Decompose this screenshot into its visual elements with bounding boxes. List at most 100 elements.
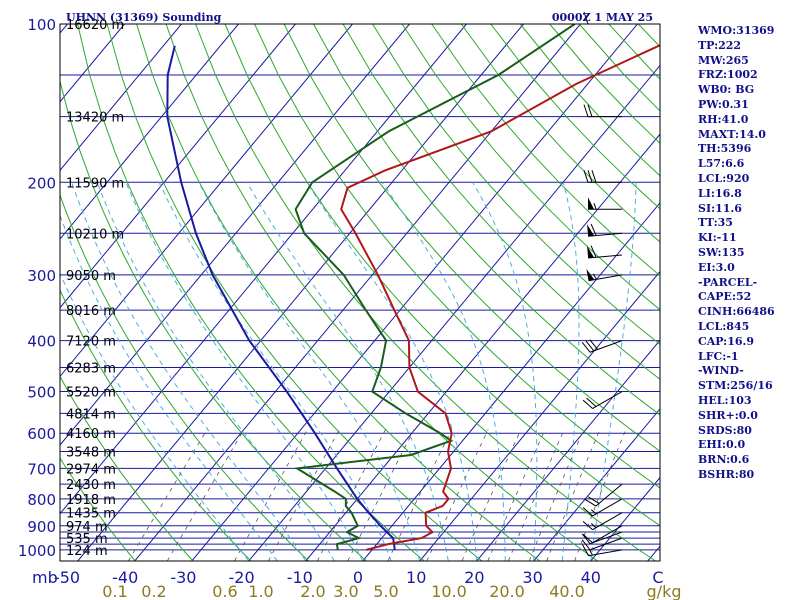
- wind-barb: [581, 537, 623, 551]
- wind-barb-feather: [584, 498, 597, 507]
- dry-adiabat-line: [60, 457, 136, 561]
- isotherm-line: [191, 24, 638, 561]
- mixing-ratio-tick-label: 1.0: [248, 582, 273, 600]
- isotherm-line: [419, 270, 660, 561]
- index-item: WMO:31369: [698, 24, 775, 37]
- wind-barb-feather: [589, 339, 598, 350]
- dry-adiabat-line: [313, 24, 660, 416]
- mixing-ratio-tick-label: 3.0: [333, 582, 358, 600]
- wind-barb-staff: [589, 340, 623, 353]
- wind-barb-feather: [582, 399, 593, 409]
- wind-barb-staff: [595, 483, 623, 507]
- pressure-axis-unit: mb: [32, 568, 58, 587]
- index-item: BRN:0.6: [698, 453, 750, 467]
- pressure-tick-label: 200: [27, 174, 56, 192]
- temperature-tick-label: 20: [464, 568, 484, 587]
- dry-adiabat-line: [106, 24, 483, 561]
- isotherm-line: [248, 64, 660, 561]
- wind-barb-staff: [592, 498, 623, 517]
- height-label: 2430 m: [66, 478, 116, 493]
- wind-barb-feather: [583, 11, 589, 25]
- height-label: 535 m: [66, 532, 108, 547]
- isotherm-line: [60, 24, 68, 34]
- index-item: HEL:103: [698, 393, 752, 407]
- wind-barb-feather: [583, 104, 589, 117]
- index-item: FRZ:1002: [698, 68, 758, 82]
- temperature-tick-label: 0: [353, 568, 363, 587]
- index-item: KI:-11: [698, 231, 737, 245]
- wind-barb: [583, 104, 622, 118]
- wind-barb-feather: [585, 340, 595, 352]
- mixing-ratio-line: [317, 429, 386, 561]
- isotherm-line: [305, 133, 660, 561]
- mixing-ratio-tick-label: 40.0: [549, 582, 585, 600]
- dry-adiabat-line: [431, 24, 660, 277]
- isotherm-line: [134, 24, 581, 561]
- index-item: -PARCEL-: [698, 275, 758, 289]
- mixing-ratio-unit: g/kg: [647, 582, 682, 600]
- moist-adiabat-line: [158, 182, 392, 561]
- mixing-ratio-line: [426, 429, 489, 561]
- mixing-ratio-line: [347, 429, 415, 561]
- index-item: BSHR:80: [698, 467, 755, 481]
- height-label: 9050 m: [66, 269, 116, 284]
- dry-adiabat-line: [165, 24, 598, 561]
- wind-barb-flag: [588, 197, 594, 210]
- wind-barb-feather: [583, 170, 589, 183]
- pressure-tick-label: 900: [27, 518, 56, 536]
- dry-adiabat-line: [136, 24, 541, 561]
- mixing-ratio-line: [507, 429, 565, 561]
- wind-barb-feather: [581, 342, 591, 353]
- index-item: TT:35: [698, 216, 733, 230]
- height-label: 124 m: [66, 544, 108, 559]
- dry-adiabat-line: [372, 24, 660, 345]
- moist-adiabat-line: [306, 182, 478, 561]
- wind-barb: [584, 483, 623, 507]
- wind-barb-staff: [589, 537, 623, 551]
- mixing-ratio-line: [234, 429, 308, 561]
- temperature-tick-label: -50: [54, 568, 80, 587]
- index-item: SHR+:0.0: [698, 408, 758, 422]
- wind-barb-feather: [582, 520, 593, 531]
- wind-barb-feather: [590, 245, 597, 258]
- index-item: CAPE:52: [698, 290, 752, 304]
- pressure-tick-label: 300: [27, 267, 56, 285]
- temperature-trace: [340, 44, 660, 551]
- index-item: TP:222: [698, 38, 742, 52]
- dewpoint-trace: [294, 24, 576, 551]
- isotherm-line: [362, 202, 660, 561]
- wind-barb: [586, 268, 623, 282]
- dry-adiabat-line: [283, 24, 660, 452]
- wind-barb: [588, 197, 622, 210]
- moist-adiabat-line: [96, 182, 335, 561]
- wind-barb: [582, 544, 623, 557]
- wind-barb: [587, 223, 623, 237]
- mixing-ratio-line: [268, 429, 340, 561]
- height-label: 2974 m: [66, 462, 116, 477]
- wind-barb: [581, 339, 623, 353]
- index-item: LCL:920: [698, 171, 750, 185]
- temperature-tick-label: 40: [581, 568, 601, 587]
- wind-barb-half-feather: [592, 273, 597, 280]
- moist-adiabat-line: [125, 182, 364, 561]
- wind-barb-feather: [586, 397, 597, 407]
- wind-barb-staff: [592, 391, 623, 409]
- index-item: L57:6.6: [698, 157, 745, 171]
- dry-adiabat-line: [60, 288, 252, 561]
- isotherm-line: [77, 24, 524, 561]
- wind-barb: [582, 498, 623, 517]
- index-item: -WIND-: [698, 364, 744, 378]
- moist-adiabat-line: [60, 271, 250, 561]
- index-item: SRDS:80: [698, 423, 752, 437]
- moist-adiabat-line: [472, 182, 538, 561]
- sounding-time: 0000Z 1 MAY 25: [552, 11, 653, 24]
- wind-barb-feather: [581, 539, 591, 551]
- temperature-tick-label: 30: [522, 568, 542, 587]
- wind-barb: [587, 245, 623, 259]
- wind-barb-staff: [588, 274, 623, 282]
- height-label: 1435 m: [66, 507, 116, 522]
- temperature-tick-label: -30: [170, 568, 196, 587]
- wind-barb-feather: [582, 507, 593, 517]
- height-label: 3548 m: [66, 445, 116, 460]
